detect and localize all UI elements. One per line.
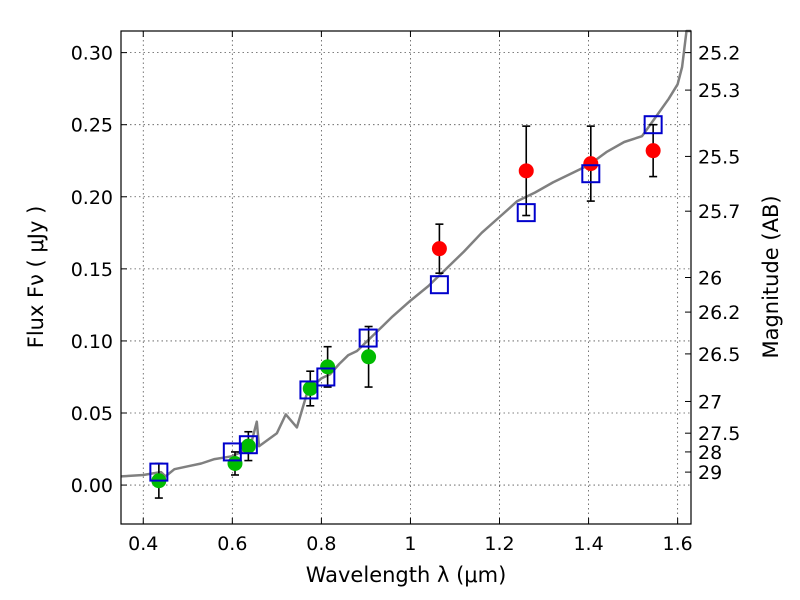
square-marker — [316, 367, 336, 387]
square-marker — [299, 380, 319, 400]
model-spectrum — [120, 29, 691, 478]
y2-tick-label: 29 — [698, 462, 722, 484]
y2-tick-label: 26.2 — [698, 302, 740, 324]
y2-tick-label: 25.2 — [698, 43, 740, 65]
y2-tick-label: 25.5 — [698, 146, 740, 168]
y-tick-label: 0.05 — [71, 403, 113, 425]
x-tick-label: 1.2 — [484, 533, 514, 555]
circle-marker — [431, 241, 447, 257]
square-marker — [643, 115, 663, 135]
y-tick-label: 0.20 — [71, 187, 113, 209]
circle-marker — [302, 380, 318, 396]
y2-tick-label: 25.3 — [698, 80, 740, 102]
circle-marker — [583, 156, 599, 172]
y-axis-title: Flux Fν ( μJy ) — [24, 206, 48, 349]
plot-background — [121, 31, 691, 524]
x-tick-labels: 0.4 0.6 0.8 1 1.2 1.4 1.6 — [128, 533, 693, 555]
x-tick-label: 0.4 — [128, 533, 158, 555]
y-tick-label: 0.30 — [71, 43, 113, 65]
square-marker — [238, 435, 258, 455]
circle-marker — [240, 438, 256, 454]
y2-tick-label: 26.5 — [698, 344, 740, 366]
x-tick-label: 1 — [404, 533, 416, 555]
x-tick-label: 1.6 — [663, 533, 693, 555]
x-axis-title: Wavelength λ (μm) — [306, 563, 507, 587]
y-tick-labels: 0.00 0.05 0.10 0.15 0.20 0.25 0.30 — [71, 43, 113, 497]
y2-tick-label: 28 — [698, 442, 722, 464]
y2-tick-label: 25.7 — [698, 201, 740, 223]
tick-marks — [121, 31, 691, 524]
y2-axis-title: Magnitude (AB) — [759, 195, 783, 358]
y-tick-label: 0.15 — [71, 259, 113, 281]
square-marker — [149, 462, 169, 482]
grid — [121, 31, 691, 524]
circle-marker — [645, 143, 661, 159]
x-tick-label: 1.4 — [573, 533, 603, 555]
square-marker — [516, 203, 536, 223]
y-tick-label: 0.10 — [71, 331, 113, 353]
x-tick-label: 0.6 — [217, 533, 247, 555]
y-tick-label: 0.25 — [71, 115, 113, 137]
data-markers — [149, 115, 663, 489]
y2-tick-label: 26 — [698, 268, 722, 290]
circle-marker — [320, 359, 336, 375]
circle-marker — [361, 349, 377, 365]
spectrum-line — [120, 29, 691, 478]
y2-tick-label: 27 — [698, 391, 722, 413]
square-marker — [358, 328, 378, 348]
circle-marker — [518, 163, 534, 179]
y-tick-label: 0.00 — [71, 475, 113, 497]
x-tick-label: 0.8 — [306, 533, 336, 555]
square-marker — [429, 275, 449, 295]
square-marker — [581, 164, 601, 184]
y2-tick-label: 27.5 — [698, 423, 740, 445]
